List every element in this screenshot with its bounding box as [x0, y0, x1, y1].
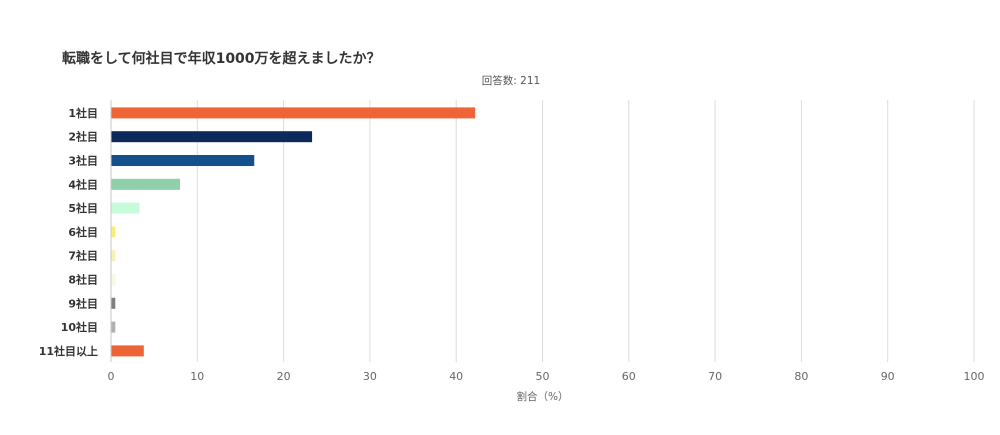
category-label: 1社目 — [68, 106, 98, 120]
x-tick-label: 90 — [881, 370, 895, 383]
category-label: 5社目 — [68, 201, 98, 215]
chart-subtitle: 回答数: 211 — [0, 73, 1000, 88]
bar — [111, 107, 476, 119]
category-label: 4社目 — [68, 177, 98, 191]
category-labels: 1社目 2社目 3社目 4社目 5社目 6社目 7社目 8社目 9社目 10社目 11社目以上 — [39, 106, 98, 358]
bars — [111, 107, 476, 357]
x-axis-title: 割合（%） — [517, 390, 569, 403]
x-tick-label: 70 — [708, 370, 722, 383]
category-label: 9社目 — [68, 296, 98, 310]
category-label: 10社目 — [61, 320, 98, 334]
x-tick-label: 40 — [449, 370, 463, 383]
category-label: 8社目 — [68, 273, 98, 287]
chart-title: 転職をして何社目で年収1000万を超えましたか？ — [62, 51, 381, 67]
category-label: 2社目 — [68, 130, 98, 144]
x-tick-labels: 0 10 20 30 40 50 60 70 80 90 100 — [108, 370, 985, 383]
x-tick-label: 0 — [108, 370, 115, 383]
category-label: 3社目 — [68, 154, 98, 168]
category-label: 11社目以上 — [39, 344, 98, 358]
bar — [111, 250, 116, 262]
bar — [111, 321, 116, 333]
bar — [111, 202, 140, 214]
bar — [111, 155, 255, 166]
x-tick-label: 30 — [363, 370, 377, 383]
gridlines — [196, 100, 975, 362]
category-label: 7社目 — [68, 249, 98, 263]
bar — [111, 226, 116, 238]
x-tick-label: 60 — [622, 370, 636, 383]
bar — [111, 345, 144, 357]
bar — [111, 178, 181, 190]
x-tick-label: 100 — [964, 370, 985, 383]
bar — [111, 297, 116, 309]
category-label: 6社目 — [68, 225, 98, 239]
response-count: 回答数: 211 — [481, 75, 541, 87]
x-tick-label: 20 — [277, 370, 291, 383]
x-tick-label: 50 — [536, 370, 550, 383]
bar — [111, 274, 116, 285]
x-tick-label: 10 — [190, 370, 204, 383]
bar — [111, 131, 313, 143]
x-tick-label: 80 — [794, 370, 808, 383]
